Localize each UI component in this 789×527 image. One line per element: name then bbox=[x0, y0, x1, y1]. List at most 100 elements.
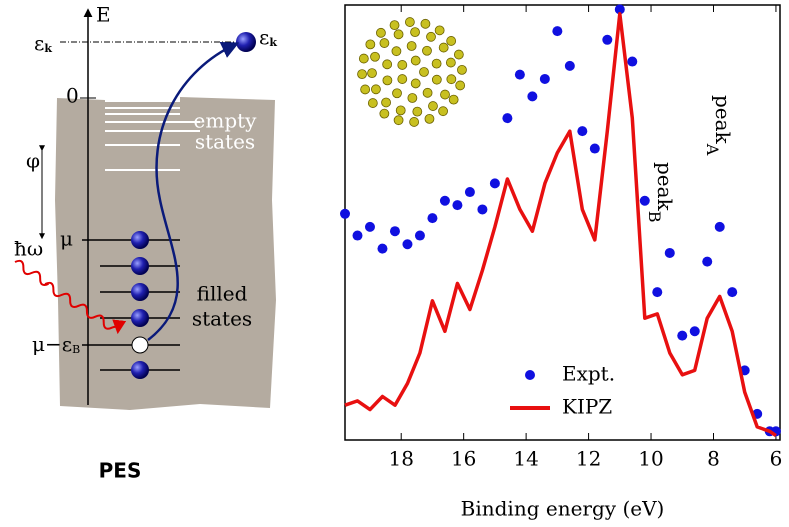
data-point bbox=[602, 35, 612, 45]
data-point bbox=[540, 74, 550, 84]
legend-label: KIPZ bbox=[562, 395, 612, 419]
atom bbox=[361, 85, 370, 94]
data-point bbox=[365, 222, 375, 232]
data-point bbox=[665, 248, 675, 258]
x-tick-label: 16 bbox=[451, 447, 476, 471]
atom bbox=[359, 54, 368, 63]
atom bbox=[423, 88, 432, 97]
atom bbox=[396, 106, 405, 115]
annotation-text: peak bbox=[654, 162, 678, 212]
atom bbox=[428, 102, 437, 111]
atom bbox=[446, 58, 455, 67]
atom bbox=[435, 26, 444, 35]
atom bbox=[398, 60, 407, 69]
zero-label: 0 bbox=[66, 84, 79, 108]
atom bbox=[380, 39, 389, 48]
data-point bbox=[552, 26, 562, 36]
atom bbox=[405, 18, 414, 27]
symbol: μ−ε bbox=[32, 332, 72, 356]
filled-label: states bbox=[192, 307, 252, 331]
x-axis-label: Binding energy (eV) bbox=[461, 497, 665, 521]
data-point bbox=[727, 287, 737, 297]
atom bbox=[432, 59, 441, 68]
data-point bbox=[490, 178, 500, 188]
atom bbox=[371, 85, 380, 94]
data-point bbox=[465, 187, 475, 197]
atom bbox=[392, 47, 401, 56]
data-point bbox=[502, 113, 512, 123]
atom bbox=[449, 95, 458, 104]
atom bbox=[410, 117, 419, 126]
subscript: k bbox=[44, 42, 52, 55]
atom bbox=[394, 116, 403, 125]
figure: E εk εk 0 φ empty states μ ħω filled sta… bbox=[0, 0, 789, 527]
data-point bbox=[590, 144, 600, 154]
data-point bbox=[527, 91, 537, 101]
atom bbox=[425, 114, 434, 123]
atom bbox=[383, 76, 392, 85]
data-point bbox=[477, 204, 487, 214]
x-tick-label: 10 bbox=[638, 447, 663, 471]
atom bbox=[368, 99, 377, 108]
pes-diagram: E εk εk 0 φ empty states μ ħω filled sta… bbox=[13, 3, 278, 483]
atom bbox=[457, 65, 466, 74]
fullerene-inset bbox=[358, 18, 467, 127]
data-point bbox=[690, 326, 700, 336]
symbol: ε bbox=[34, 31, 44, 55]
photon-wave bbox=[13, 259, 51, 287]
atom bbox=[371, 52, 380, 61]
phi-label: φ bbox=[26, 149, 40, 173]
atom bbox=[407, 42, 416, 51]
atom bbox=[432, 75, 441, 84]
legend-label: Expt. bbox=[562, 362, 615, 386]
atom bbox=[408, 93, 417, 102]
data-point bbox=[715, 222, 725, 232]
filled-label: filled bbox=[197, 282, 248, 306]
mu-label: μ bbox=[60, 227, 73, 251]
data-point bbox=[652, 287, 662, 297]
atom bbox=[447, 75, 456, 84]
atom bbox=[382, 98, 391, 107]
data-point bbox=[627, 57, 637, 67]
atom bbox=[439, 43, 448, 52]
x-tick-label: 6 bbox=[770, 447, 783, 471]
data-point bbox=[440, 196, 450, 206]
data-point bbox=[702, 257, 712, 267]
data-point bbox=[640, 196, 650, 206]
atom bbox=[454, 50, 463, 59]
atom bbox=[411, 28, 420, 37]
subscript: B bbox=[72, 343, 80, 356]
annotation-subscript: B bbox=[646, 211, 665, 223]
atom bbox=[411, 56, 420, 65]
photon-label: ħω bbox=[14, 237, 43, 261]
ek-label: εk bbox=[34, 31, 52, 56]
atom bbox=[390, 21, 399, 30]
gap bbox=[105, 90, 180, 102]
atom bbox=[383, 60, 392, 69]
atom bbox=[427, 32, 436, 41]
atom bbox=[358, 70, 367, 79]
x-tick-label: 12 bbox=[576, 447, 601, 471]
atom bbox=[447, 36, 456, 45]
data-point bbox=[352, 231, 362, 241]
atom bbox=[376, 28, 385, 37]
data-point bbox=[402, 239, 412, 249]
x-tick-label: 14 bbox=[513, 447, 538, 471]
x-tick-label: 8 bbox=[707, 447, 720, 471]
ek-label: εk bbox=[259, 25, 277, 50]
empty-label: states bbox=[195, 130, 255, 154]
caption: PES bbox=[99, 459, 142, 483]
atom bbox=[439, 107, 448, 116]
annotation-text: peak bbox=[712, 95, 736, 145]
series-line bbox=[345, 14, 776, 436]
atom bbox=[413, 107, 422, 116]
annotation-subscript: A bbox=[704, 143, 723, 156]
data-point bbox=[577, 126, 587, 136]
symbol: ε bbox=[259, 25, 269, 49]
peak-annotation: peakA bbox=[704, 95, 736, 156]
data-point bbox=[340, 209, 350, 219]
data-point bbox=[452, 200, 462, 210]
atom bbox=[422, 46, 431, 55]
atom bbox=[368, 69, 377, 78]
